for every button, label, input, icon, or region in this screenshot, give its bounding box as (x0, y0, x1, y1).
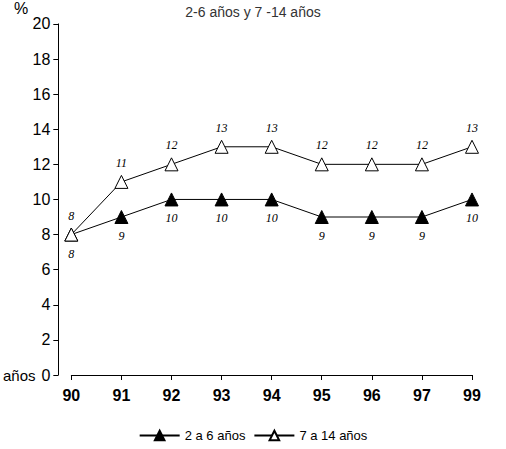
svg-text:13: 13 (266, 121, 278, 135)
svg-text:93: 93 (213, 387, 231, 404)
svg-text:12: 12 (165, 138, 177, 152)
svg-text:99: 99 (463, 387, 481, 404)
svg-text:13: 13 (216, 121, 228, 135)
svg-text:9: 9 (319, 229, 325, 243)
svg-text:8: 8 (68, 247, 74, 261)
svg-text:91: 91 (113, 387, 131, 404)
svg-text:2: 2 (41, 331, 50, 348)
svg-text:18: 18 (33, 51, 51, 68)
svg-text:0: 0 (41, 367, 50, 384)
svg-text:95: 95 (313, 387, 331, 404)
svg-text:años: años (3, 367, 36, 384)
svg-text:9: 9 (369, 229, 375, 243)
svg-text:90: 90 (62, 387, 80, 404)
svg-text:11: 11 (116, 156, 127, 170)
svg-text:6: 6 (41, 261, 50, 278)
svg-text:10: 10 (266, 211, 278, 225)
svg-text:%: % (14, 0, 28, 17)
svg-text:10: 10 (216, 211, 228, 225)
svg-text:12: 12 (33, 156, 51, 173)
svg-text:14: 14 (33, 121, 51, 138)
svg-text:7 a 14 años: 7 a 14 años (299, 428, 367, 443)
svg-text:20: 20 (33, 15, 51, 32)
svg-text:13: 13 (466, 121, 478, 135)
svg-text:10: 10 (466, 211, 478, 225)
svg-text:94: 94 (263, 387, 281, 404)
svg-text:9: 9 (118, 229, 124, 243)
svg-text:2-6 años y 7 -14 años: 2-6 años y 7 -14 años (185, 4, 320, 20)
svg-text:12: 12 (366, 138, 378, 152)
svg-text:10: 10 (165, 211, 177, 225)
svg-text:4: 4 (41, 296, 50, 313)
svg-text:12: 12 (416, 138, 428, 152)
svg-text:10: 10 (33, 191, 51, 208)
svg-text:9: 9 (419, 229, 425, 243)
svg-text:8: 8 (68, 209, 74, 223)
svg-text:8: 8 (41, 226, 50, 243)
svg-text:97: 97 (413, 387, 431, 404)
svg-text:16: 16 (33, 86, 51, 103)
svg-text:96: 96 (363, 387, 381, 404)
svg-text:92: 92 (163, 387, 181, 404)
svg-text:12: 12 (316, 138, 328, 152)
svg-text:2 a 6 años: 2 a 6 años (185, 428, 246, 443)
